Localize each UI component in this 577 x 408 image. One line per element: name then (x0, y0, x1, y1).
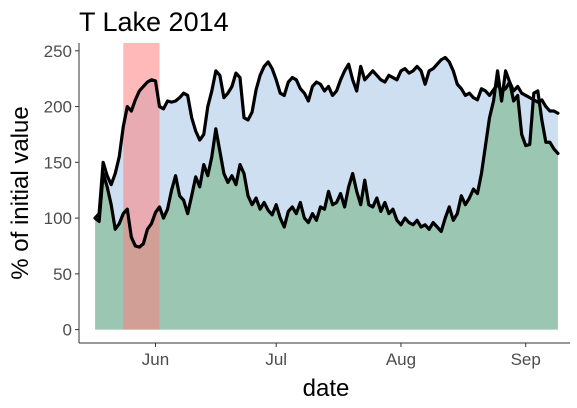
lower-area-fill (95, 70, 558, 330)
y-tick-label: 0 (63, 321, 72, 340)
chart-title: T Lake 2014 (79, 7, 229, 37)
highlight-period (123, 43, 160, 330)
lower-series-line (93, 69, 560, 249)
y-axis-title: % of initial value (7, 106, 34, 279)
plot-area (93, 43, 560, 330)
upper-series-line (93, 55, 560, 220)
range-band-fill (95, 57, 558, 248)
axes: 0 50 100 150 200 250 Jun Jul Aug Sep (44, 42, 570, 369)
y-tick-label: 200 (44, 98, 72, 117)
y-tick-label: 100 (44, 209, 72, 228)
x-tick-label: Jul (265, 350, 287, 369)
x-tick-label: Sep (511, 350, 541, 369)
y-tick-label: 250 (44, 42, 72, 61)
x-axis-title: date (303, 375, 350, 402)
x-tick-label: Aug (386, 350, 416, 369)
x-tick-label: Jun (142, 350, 169, 369)
y-tick-label: 50 (53, 265, 72, 284)
y-tick-label: 150 (44, 153, 72, 172)
